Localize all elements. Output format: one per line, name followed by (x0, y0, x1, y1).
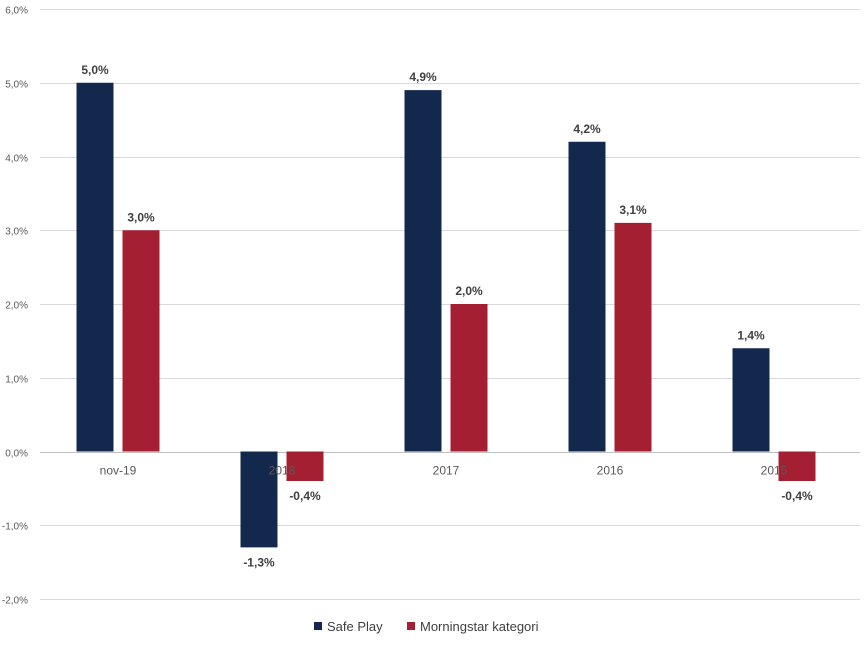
data-label: 3,0% (127, 210, 155, 224)
x-tick-label: 2015 (761, 464, 788, 478)
y-tick-label: 6,0% (5, 6, 28, 17)
bar-safe-play-2016 (568, 141, 606, 452)
bar-safe-play-2015 (732, 348, 770, 452)
gridlines (40, 9, 860, 600)
y-tick-label: 5,0% (5, 80, 28, 91)
y-tick-label: -2,0% (2, 596, 28, 607)
data-label: 5,0% (81, 63, 109, 77)
bar-morningstar-nov-19 (122, 230, 160, 452)
data-label: -0,4% (781, 489, 813, 503)
bar-morningstar-2015 (778, 451, 816, 481)
data-label: 1,4% (737, 328, 765, 342)
data-label: 4,9% (409, 70, 437, 84)
bar-safe-play-2018 (240, 451, 278, 548)
bars (76, 82, 816, 548)
data-label: 3,1% (619, 203, 647, 217)
bar-morningstar-2016 (614, 222, 652, 452)
bar-safe-play-nov-19 (76, 82, 114, 452)
data-label: 2,0% (455, 284, 483, 298)
x-tick-label: nov-19 (100, 464, 137, 478)
y-axis-ticks: -2,0% -1,0% 0,0% 1,0% 2,0% 3,0% 4,0% 5,0% 6,0% (2, 6, 28, 607)
data-label: 4,2% (573, 122, 601, 136)
x-tick-label: 2017 (433, 464, 460, 478)
legend-label: Safe Play (327, 619, 383, 634)
x-tick-label: 2018 (269, 464, 296, 478)
data-labels: 5,0% 3,0% -1,3% -0,4% 4,9% 2,0% 4,2% 3,1% 1,4% -0… (81, 63, 813, 570)
y-tick-label: 2,0% (5, 301, 28, 312)
bar-morningstar-2018 (286, 451, 324, 481)
y-tick-label: -1,0% (2, 522, 28, 533)
legend-swatch (407, 622, 415, 630)
y-tick-label: 0,0% (5, 449, 28, 460)
bar-morningstar-2017 (450, 304, 488, 452)
y-tick-label: 3,0% (5, 227, 28, 238)
bar-safe-play-2017 (404, 90, 442, 452)
data-label: -1,3% (243, 555, 275, 569)
legend: Safe Play Morningstar kategori (314, 619, 539, 634)
legend-swatch (314, 622, 322, 630)
x-tick-label: 2016 (597, 464, 624, 478)
data-label: -0,4% (289, 489, 321, 503)
y-tick-label: 1,0% (5, 375, 28, 386)
x-axis-labels: nov-19 2018 2017 2016 2015 (100, 464, 788, 478)
legend-label: Morningstar kategori (420, 619, 539, 634)
y-tick-label: 4,0% (5, 154, 28, 165)
